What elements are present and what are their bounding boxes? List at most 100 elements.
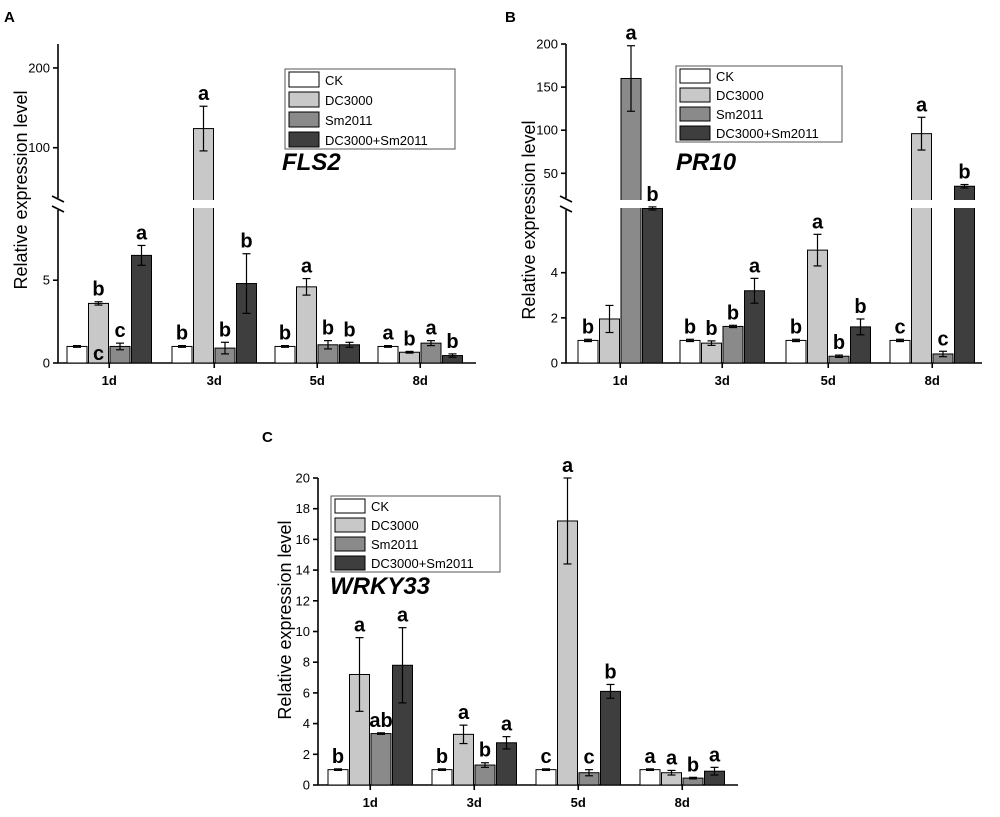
panel-b-significance-letter: a (625, 23, 637, 45)
panel-b-bar-break-gap (910, 200, 933, 208)
panel-a-significance-letter: b (403, 328, 415, 350)
panel-c-significance-letter: b (604, 661, 616, 683)
panel-b-bar-break-gap (953, 200, 976, 208)
panel-a-legend-label: Sm2011 (325, 113, 372, 128)
panel-c-significance-letter: a (644, 746, 656, 768)
panel-a-x-tick-label: 5d (310, 373, 325, 388)
panel-b-significance-letter: a (916, 94, 928, 116)
panel-b-significance-letter: b (705, 318, 717, 340)
panel-b-y-tick-label: 0 (551, 356, 558, 371)
panel-b-significance-letter: b (854, 296, 866, 318)
panel-c-legend-swatch (334, 536, 366, 552)
panel-c-significance-letter: b (479, 740, 491, 762)
panel-c-bar-ck-8d (639, 769, 661, 786)
panel-b: B Relative expression level 0 2 4 50 100 150 200… (505, 9, 982, 388)
panel-b-significance-letter: b (833, 332, 845, 354)
panel-a-legend-swatch (288, 111, 320, 128)
panel-b-legend-label: DC3000+Sm2011 (716, 126, 819, 141)
panel-a-significance-letter: a (425, 318, 437, 340)
panel-c-gene-label: WRKY33 (330, 573, 431, 600)
panel-c-significance-letter: b (332, 746, 344, 768)
panel-a-legend-swatch (288, 131, 320, 148)
panel-a-significance-letter: b (219, 319, 231, 341)
panel-a-bar-break-gap (192, 200, 215, 208)
panel-b-significance-letter: b (684, 316, 696, 338)
panel-b-y-tick-label: 150 (536, 80, 558, 95)
panel-b-bar-ck-8d (889, 339, 911, 364)
panel-c-y-tick-label: 6 (303, 685, 310, 700)
panel-c-y-tick-label: 14 (296, 563, 310, 578)
panel-a-bar-ck-8d (377, 345, 399, 364)
panel-b-x-tick-label: 8d (925, 373, 940, 388)
panel-a-bar-ck-3d (171, 345, 193, 364)
panel-c-significance-letter: ab (369, 710, 392, 732)
panel-c-significance-letter: a (397, 605, 409, 627)
panel-a-significance-letter: b (322, 318, 334, 340)
panel-b-gene-label: PR10 (676, 149, 737, 176)
panel-c-bar-dc3000-sm2011-5d (600, 690, 621, 786)
panel-c-y-tick-label: 2 (303, 747, 310, 762)
panel-b-y-tick-label: 2 (551, 310, 558, 325)
panel-b-y-tick-label: 50 (544, 166, 558, 181)
panel-a-legend-swatch (288, 91, 320, 108)
panel-a-legend-label: DC3000+Sm2011 (325, 133, 428, 148)
panel-a-y-tick-label: 200 (28, 60, 50, 75)
panel-c-legend-label: DC3000 (371, 518, 419, 533)
panel-a-bar-ck-5d (274, 345, 296, 364)
panel-a-gene-label: FLS2 (282, 149, 341, 176)
panel-b-bar-ck-5d (785, 339, 807, 364)
panel-b-significance-letter: b (582, 316, 594, 338)
panel-a-bar-dc3000-8d (399, 351, 420, 364)
panel-c-x-tick-label: 8d (675, 795, 690, 810)
panel-b-significance-letter: b (790, 316, 802, 338)
panel-b-x-tick-label: 5d (821, 373, 836, 388)
panel-a-legend-swatch (288, 71, 320, 88)
panel-a-significance-letter: a (136, 222, 148, 244)
panel-b-bar-break-gap (641, 200, 664, 208)
panel-c-significance-letter: a (666, 747, 678, 769)
panel-b-significance-letter: b (958, 162, 970, 184)
panel-b-x-tick-label: 3d (715, 373, 730, 388)
panel-a-x-tick-label: 3d (207, 373, 222, 388)
panel-c-y-tick-label: 8 (303, 655, 310, 670)
panel-a-bar-dc3000-5d (296, 286, 317, 364)
panel-c-y-tick-label: 0 (303, 778, 310, 793)
panel-c-legend-swatch (334, 555, 366, 571)
panel-a: A Relative expression level 0 5 100 200 1d 3d 5d… (4, 9, 476, 388)
panel-c-y-tick-label: 18 (296, 501, 310, 516)
panel-a-significance-letter: c (93, 343, 104, 365)
panel-b-axis-break-mark (559, 205, 573, 213)
panel-b-bar-dc3000-sm2011-1d (642, 207, 663, 364)
panel-c-x-tick-label: 5d (571, 795, 586, 810)
panel-a-legend-label: CK (325, 73, 343, 88)
panel-c-letter: C (262, 429, 273, 446)
panel-c-significance-letter: a (709, 744, 721, 766)
panel-c-significance-letter: a (458, 702, 470, 724)
panel-b-significance-letter: a (749, 255, 761, 277)
panel-b-bar-sm2011-1d (620, 77, 642, 364)
panel-b-significance-letter: a (812, 211, 824, 233)
panel-b-legend-label: CK (716, 69, 734, 84)
panel-b-legend-swatch (679, 68, 711, 84)
panel-a-bar-dc3000-sm2011-1d (131, 254, 152, 364)
panel-c-significance-letter: b (436, 746, 448, 768)
panel-c-x-tick-label: 3d (467, 795, 482, 810)
panel-c: C Relative expression level 0 2 4 6 8 10 12 14 16 1… (262, 429, 738, 810)
panel-b-y-tick-label: 200 (536, 37, 558, 52)
panel-c-bar-ck-1d (327, 769, 349, 786)
panel-a-significance-letter: b (176, 323, 188, 345)
panel-c-bar-sm2011-3d (474, 764, 496, 786)
panel-b-significance-letter: c (937, 328, 948, 350)
panel-c-bar-ck-3d (431, 769, 453, 786)
panel-c-legend-label: CK (371, 499, 389, 514)
panel-c-significance-letter: a (354, 615, 366, 637)
panel-a-significance-letter: b (343, 319, 355, 341)
panel-a-bar-ck-1d (66, 345, 88, 364)
panel-c-y-tick-label: 12 (296, 593, 310, 608)
panel-a-letter: A (4, 9, 15, 26)
panel-c-y-tick-label: 20 (296, 471, 310, 486)
panel-c-significance-letter: c (583, 747, 594, 769)
panel-a-significance-letter: b (240, 231, 252, 253)
panel-c-y-tick-label: 4 (303, 716, 310, 731)
